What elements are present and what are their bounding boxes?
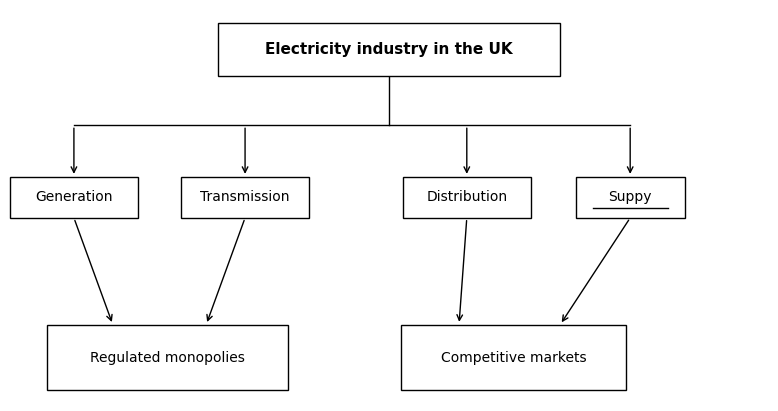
FancyBboxPatch shape	[576, 177, 685, 218]
FancyBboxPatch shape	[402, 177, 531, 218]
Text: Generation: Generation	[35, 190, 113, 204]
Text: Transmission: Transmission	[200, 190, 290, 204]
FancyBboxPatch shape	[9, 177, 138, 218]
FancyBboxPatch shape	[218, 23, 560, 76]
Text: Competitive markets: Competitive markets	[440, 351, 587, 365]
FancyBboxPatch shape	[401, 325, 626, 390]
Text: Distribution: Distribution	[426, 190, 507, 204]
FancyBboxPatch shape	[180, 177, 309, 218]
Text: Suppy: Suppy	[608, 190, 652, 204]
FancyBboxPatch shape	[47, 325, 288, 390]
Text: Regulated monopolies: Regulated monopolies	[89, 351, 245, 365]
Text: Electricity industry in the UK: Electricity industry in the UK	[265, 42, 513, 57]
